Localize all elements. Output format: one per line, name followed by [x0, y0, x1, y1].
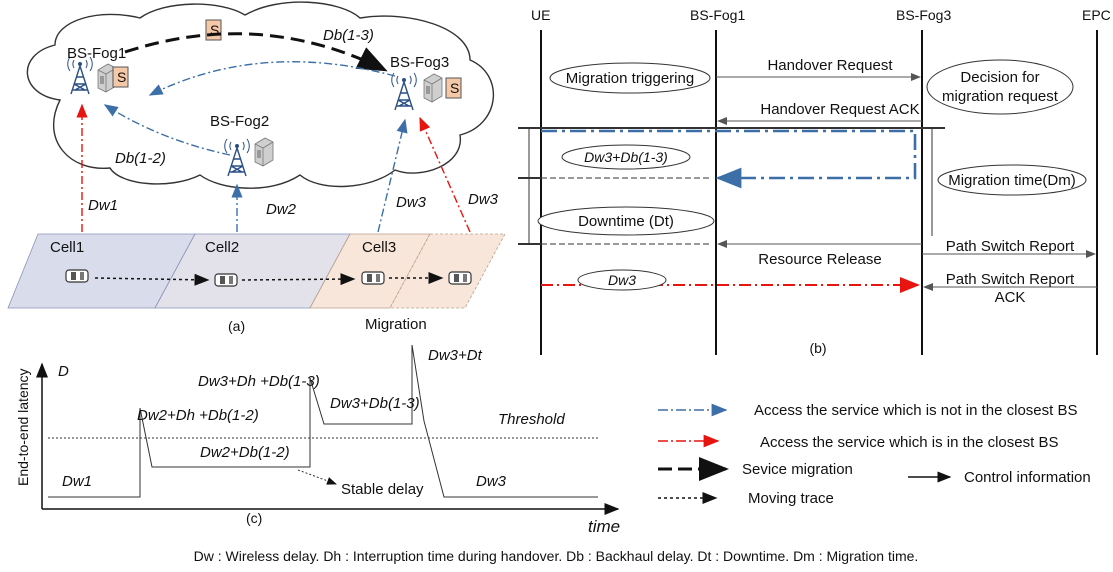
- backhaul-arrow-fog3-fog1: [148, 61, 396, 96]
- service-box-1: [112, 66, 129, 88]
- moving-trace-1: [94, 273, 210, 286]
- dw3-label-b: Dw3: [468, 191, 499, 208]
- dw3-db13-label: Dw3+Db(1-3): [584, 149, 668, 165]
- dw3-dh-db13-label: Dw3+Dh +Db(1-3): [198, 373, 320, 390]
- bs-fog1-header: BS-Fog1: [690, 7, 745, 23]
- footnote: Dw : Wireless delay. Dh : Interruption t…: [194, 548, 919, 564]
- legend-control: Control information: [964, 469, 1091, 486]
- bs-fog3-label: BS-Fog3: [390, 54, 449, 71]
- cell2-label: Cell2: [205, 239, 239, 256]
- bs-fog2-server-icon: [254, 137, 274, 167]
- dw2-label: Dw2: [266, 201, 297, 218]
- panel-c: End-to-end latency D time Threshold Dw1 …: [15, 344, 620, 536]
- legend-moving: Moving trace: [748, 490, 834, 507]
- bs-fog2-label: BS-Fog2: [210, 113, 269, 130]
- service-box-3: [445, 77, 462, 99]
- migration-data-path: [541, 129, 917, 189]
- migration-label: Migration: [365, 316, 427, 333]
- cell1-label: Cell1: [50, 239, 84, 256]
- downtime-ellipse: [537, 206, 715, 236]
- dw2-dh-db12-label: Dw2+Dh +Db(1-2): [137, 407, 259, 424]
- dw3-b-label: Dw3: [608, 272, 636, 288]
- legend-closest: Access the service which is in the close…: [760, 434, 1058, 451]
- dw3-db13-c-label: Dw3+Db(1-3): [330, 395, 420, 412]
- dw3-label-a: Dw3: [396, 194, 427, 211]
- service-label-migrating: S: [210, 22, 219, 38]
- legend: Access the service which is not in the c…: [658, 402, 1091, 507]
- x-axis-label: time: [588, 517, 620, 536]
- panel-c-caption: (c): [246, 510, 262, 526]
- moving-trace-2: [241, 273, 356, 286]
- db13-label: Db(1-3): [323, 27, 374, 44]
- panel-a: S S S BS-Fog1 BS-Fog2 BS-Fog3 Db(1-3) Db…: [7, 1, 506, 334]
- y-axis-label: End-to-end latency: [15, 368, 31, 486]
- decision-line2: migration request: [942, 88, 1059, 105]
- migration-time-ellipse: [937, 164, 1087, 196]
- decision-ellipse: [926, 59, 1074, 115]
- panel-a-caption: (a): [228, 318, 245, 334]
- dw3-db13-ellipse: [561, 144, 691, 170]
- decision-line1: Decision for: [960, 69, 1039, 86]
- backhaul-arrow-fog2-fog1: [103, 104, 231, 156]
- legend-not-closest: Access the service which is not in the c…: [754, 402, 1077, 419]
- legend-migration: Sevice migration: [742, 461, 853, 478]
- dw1-label: Dw1: [88, 197, 118, 214]
- car-icon-4: [448, 271, 472, 285]
- downtime-label: Downtime (Dt): [578, 213, 674, 230]
- latency-curve: [48, 344, 598, 498]
- dw3-c-label: Dw3: [476, 473, 507, 490]
- bs-fog1-label: BS-Fog1: [67, 45, 126, 62]
- panel-b: UE BS-Fog1 BS-Fog3 EPC Migration trigger…: [518, 7, 1111, 356]
- service-label-1: S: [117, 69, 126, 85]
- path-switch-ack-line2: ACK: [995, 289, 1026, 306]
- threshold-label: Threshold: [498, 411, 565, 428]
- handover-ack-label: Handover Request ACK: [760, 101, 919, 118]
- wireless-arrow-cell3: [377, 118, 408, 233]
- stable-delay-arrow: [297, 469, 337, 485]
- migration-triggering-ellipse: [549, 62, 711, 94]
- ue-header: UE: [531, 7, 550, 23]
- bs-fog3-server-icon: [423, 73, 443, 103]
- car-icon-1: [65, 269, 89, 283]
- bs-fog3-header: BS-Fog3: [896, 7, 951, 23]
- dw2-db12-label: Dw2+Db(1-2): [200, 444, 290, 461]
- migration-time-label: Migration time(Dm): [948, 172, 1076, 189]
- service-migration-arrow: [124, 32, 388, 72]
- cell3-next-region: [389, 233, 506, 309]
- dw3-ellipse: [577, 269, 667, 291]
- cell3-label: Cell3: [362, 239, 396, 256]
- service-label-3: S: [450, 80, 459, 96]
- dw3-dt-label: Dw3+Dt: [428, 347, 483, 364]
- car-icon-3: [361, 271, 385, 285]
- handover-request-label: Handover Request: [767, 57, 893, 74]
- migration-triggering-label: Migration triggering: [566, 70, 694, 87]
- stable-delay-label: Stable delay: [341, 481, 424, 498]
- car-icon-2: [214, 273, 238, 287]
- y-symbol: D: [58, 363, 69, 380]
- path-switch-ack-line1: Path Switch Report: [946, 271, 1075, 288]
- panel-b-caption: (b): [809, 340, 826, 356]
- dw1-c-label: Dw1: [62, 473, 92, 490]
- db12-label: Db(1-2): [115, 150, 166, 167]
- wireless-arrow-next: [419, 116, 471, 233]
- epc-header: EPC: [1082, 7, 1111, 23]
- path-switch-report-label: Path Switch Report: [946, 238, 1075, 255]
- resource-release-label: Resource Release: [758, 251, 881, 268]
